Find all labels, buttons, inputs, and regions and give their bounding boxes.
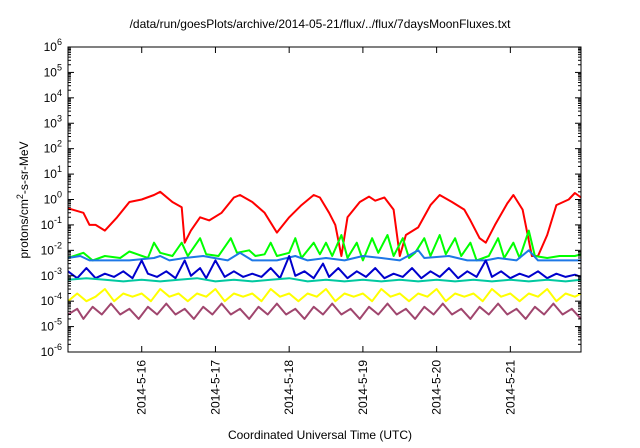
series-line-2 [67, 229, 582, 262]
y-tick-label: 105 [44, 62, 62, 79]
y-tick-label: 10-4 [41, 291, 62, 308]
y-tick-label: 10-1 [41, 215, 62, 232]
x-axis-label: Coordinated Universal Time (UTC) [227, 428, 413, 442]
y-tick-label: 100 [44, 190, 62, 207]
x-axis-ticks: 2014-5-16 2014-5-17 2014-5-18 2014-5-19 2014… [135, 47, 517, 415]
y-tick-label: 102 [44, 139, 62, 156]
x-tick-label: 2014-5-21 [503, 360, 517, 415]
series-layer [67, 190, 582, 320]
y-axis-label: protons/cm2-s-sr-MeV [15, 141, 31, 258]
x-tick-label: 2014-5-20 [430, 360, 444, 415]
y-tick-label: 10-3 [41, 266, 62, 283]
chart-title: /data/run/goesPlots/archive/2014-05-21/f… [129, 17, 511, 31]
x-tick-label: 2014-5-18 [282, 360, 296, 415]
y-tick-label: 103 [44, 113, 62, 130]
series-line-4 [67, 255, 582, 280]
series-line-3 [67, 249, 581, 262]
y-axis-ticks: 10-6 10-5 10-4 10-3 10-2 10-1 100 101 102 103 104 1… [41, 37, 581, 359]
x-tick-label: 2014-5-16 [135, 360, 149, 415]
plot-border [67, 46, 582, 353]
y-tick-label: 10-5 [41, 317, 62, 334]
y-tick-label: 10-2 [41, 240, 62, 257]
series-line-6 [67, 288, 582, 303]
y-tick-label: 10-6 [41, 342, 62, 359]
plot-frame [67, 46, 582, 353]
series-line-7 [67, 302, 582, 320]
x-tick-label: 2014-5-19 [356, 360, 370, 415]
y-tick-label: 104 [44, 88, 62, 105]
y-tick-label: 106 [44, 37, 62, 54]
y-tick-label: 101 [44, 164, 62, 181]
x-tick-label: 2014-5-17 [208, 360, 222, 415]
series-line-5 [67, 277, 582, 283]
